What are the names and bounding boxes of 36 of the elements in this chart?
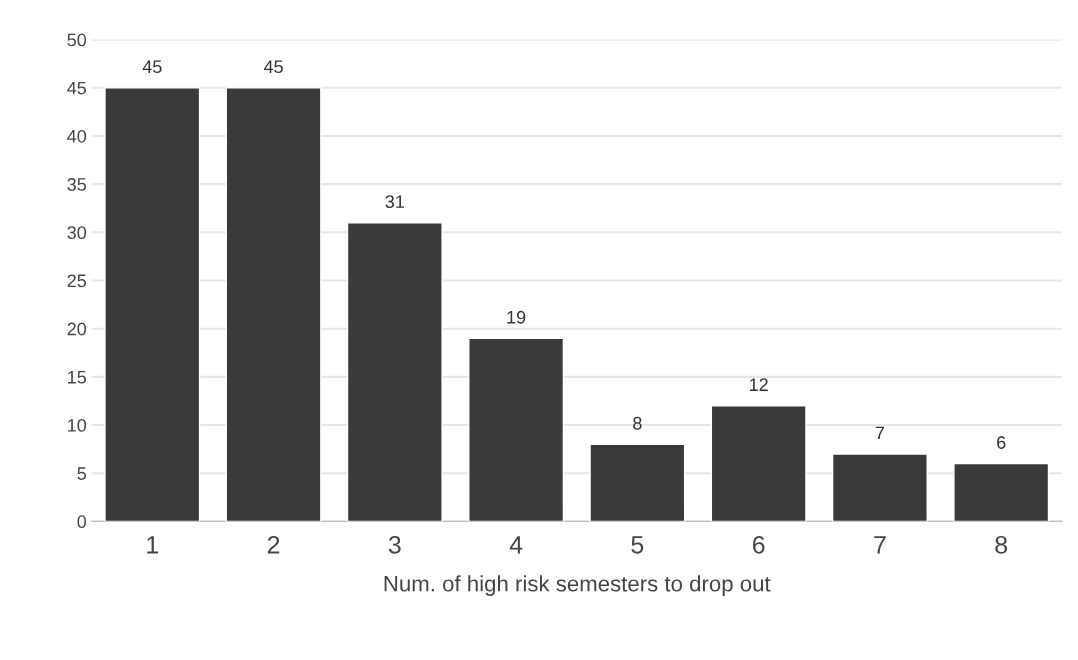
bar bbox=[468, 337, 565, 522]
x-tick-label: 4 bbox=[509, 536, 523, 554]
y-tick-label: 50 bbox=[67, 33, 87, 47]
y-tick-label: 0 bbox=[77, 515, 87, 529]
y-tick-label: 20 bbox=[67, 322, 87, 336]
data-label: 45 bbox=[142, 60, 162, 74]
x-tick-label: 6 bbox=[752, 535, 765, 554]
y-tick-label: 5 bbox=[77, 467, 87, 480]
x-tick-label: 5 bbox=[631, 536, 644, 554]
data-label: 31 bbox=[385, 195, 404, 208]
x-tick-label: 8 bbox=[995, 535, 1008, 554]
y-tick-label: 35 bbox=[67, 178, 87, 191]
y-tick-label: 40 bbox=[67, 129, 87, 143]
y-tick-label: 45 bbox=[67, 81, 87, 95]
bar bbox=[831, 453, 928, 522]
bar bbox=[225, 87, 322, 522]
x-tick-label: 1 bbox=[147, 536, 158, 554]
data-label: 12 bbox=[749, 378, 768, 391]
data-label: 7 bbox=[875, 426, 885, 440]
bar bbox=[589, 443, 686, 522]
data-label: 8 bbox=[633, 416, 642, 430]
x-tick-label: 3 bbox=[388, 535, 401, 554]
y-tick-label: 15 bbox=[68, 370, 87, 384]
y-tick-label: 10 bbox=[68, 418, 87, 432]
bar bbox=[104, 87, 201, 522]
data-label: 19 bbox=[507, 310, 526, 324]
x-tick-label: 7 bbox=[874, 536, 886, 554]
bar bbox=[346, 221, 443, 522]
x-axis-title: Num. of high risk semesters to drop out bbox=[384, 575, 771, 596]
bar bbox=[710, 405, 807, 522]
y-tick-label: 30 bbox=[67, 226, 87, 240]
bar bbox=[953, 462, 1050, 522]
data-label: 45 bbox=[263, 60, 283, 74]
data-label: 6 bbox=[997, 436, 1006, 449]
x-tick-label: 2 bbox=[267, 535, 280, 554]
y-tick-label: 25 bbox=[67, 274, 87, 288]
